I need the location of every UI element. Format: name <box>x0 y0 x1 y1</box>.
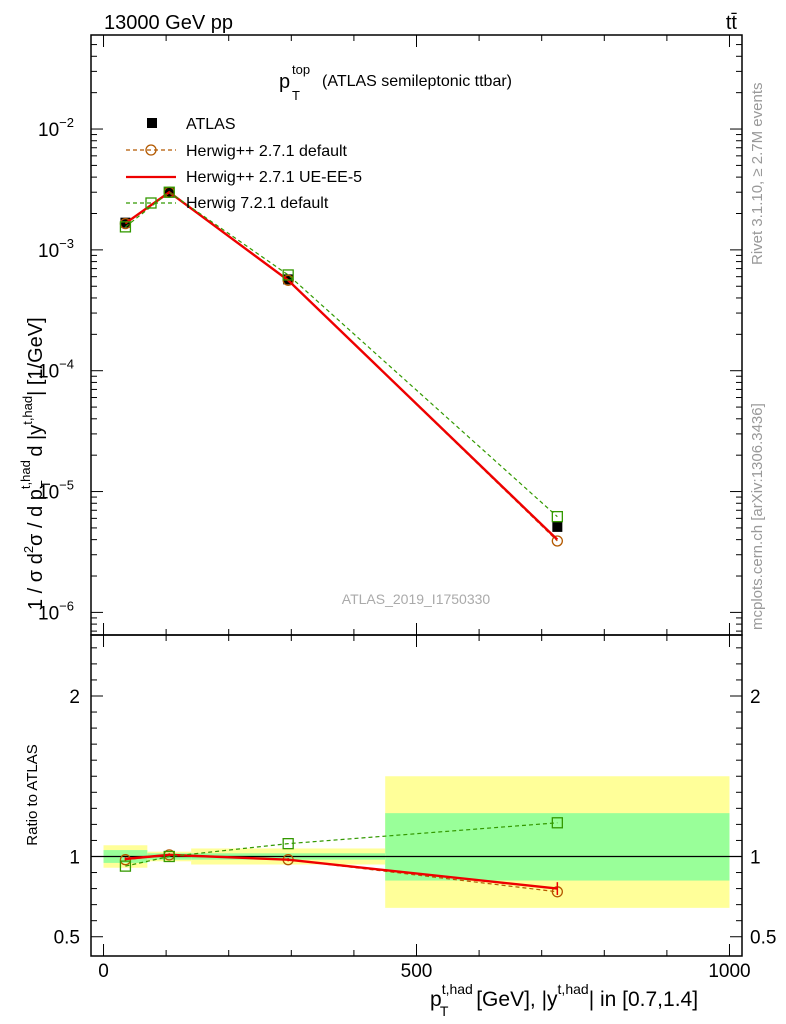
herwig-7-2-1-default-ratio-point <box>282 838 294 850</box>
lower-ticks: 0.5 0.5 1 1 2 2 <box>54 635 776 956</box>
lower-y-tick-label-right: 0.5 <box>750 928 776 949</box>
herwig-7-2-1-default-ratio-point <box>163 850 175 863</box>
legend-entry-atlas: ATLAS <box>147 116 236 133</box>
upper-y-tick-label: 10−3 <box>38 236 74 262</box>
title-main: p <box>279 71 290 93</box>
legend-label-herwigpp-default: Herwig++ 2.7.1 default <box>186 143 348 160</box>
energy-label: 13000 GeV pp <box>104 12 233 34</box>
herwig-2-7-1-ue-ee-5-ratio-line <box>125 853 558 890</box>
title-sub: T <box>292 88 300 103</box>
upper-y-tick-label: 10−5 <box>38 478 74 504</box>
legend-entry-herwigpp-ueee5: Herwig++ 2.7.1 UE-EE-5 <box>126 169 362 186</box>
herwig-7-2-1-default-ratio-point <box>551 817 563 829</box>
herwig-7-2-1-default-point <box>282 269 294 281</box>
plot-title: p top T (ATLAS semileptonic ttbar) <box>279 62 512 103</box>
lower-y-tick-label-right: 2 <box>750 687 761 708</box>
upper-ylabel: 1 / σ d2σ / d pt,had T d |yt,had| [1/GeV] <box>18 317 53 610</box>
herwig-7-2-1-default-ratio-line <box>125 822 558 867</box>
lower-y-tick-label: 1 <box>69 847 80 868</box>
lower-panel: 0.5 0.5 1 1 2 2 Ratio to ATLAS <box>24 634 776 957</box>
legend-label-herwigpp-ueee5: Herwig++ 2.7.1 UE-EE-5 <box>186 169 362 186</box>
herwig-2-7-1-default-ratio-point <box>119 854 132 866</box>
upper-panel: 10−6 10−5 10−4 10−3 10−2 p top T (ATLAS semi… <box>18 34 743 636</box>
upper-ticks: 10−6 10−5 10−4 10−3 10−2 <box>38 34 742 635</box>
lower-y-tick-label: 2 <box>69 687 80 708</box>
lower-series <box>119 817 563 898</box>
legend-entry-herwig7-default: Herwig 7.2.1 default <box>126 195 329 212</box>
upper-y-tick-label: 10−4 <box>38 357 74 383</box>
legend: ATLAS Herwig++ 2.7.1 default Herwig++ 2.… <box>126 116 362 212</box>
herwig-7-2-1-default-point <box>163 186 175 198</box>
legend-entry-herwigpp-default: Herwig++ 2.7.1 default <box>126 143 348 160</box>
atlas-point <box>552 521 563 532</box>
rivet-label: Rivet 3.1.10, ≥ 2.7M events <box>749 83 766 266</box>
x-tick-label: 1000 <box>708 961 750 982</box>
x-tick-label: 500 <box>401 961 433 982</box>
herwig-7-2-1-default-line <box>125 191 558 518</box>
herwig-7-2-1-default-point <box>551 510 563 523</box>
legend-marker-herwigpp-default <box>145 144 157 156</box>
legend-marker-herwig7-default <box>145 197 157 209</box>
mcplots-label: mcplots.cern.ch [arXiv:1306.3436] <box>749 403 766 630</box>
herwig-7-2-1-default-point <box>119 221 132 233</box>
title-sup: top <box>292 62 310 77</box>
herwig-2-7-1-default-point <box>551 535 563 547</box>
xlabel: pt,had T [GeV], |yt,had| in [0.7,1.4] <box>430 981 698 1019</box>
upper-y-tick-label: 10−2 <box>38 115 74 141</box>
herwig-2-7-1-default-line <box>125 191 558 542</box>
upper-y-tick-label: 10−6 <box>38 598 74 624</box>
x-tick-labels: 0 500 1000 <box>98 961 750 982</box>
x-tick-label: 0 <box>98 961 109 982</box>
herwig-7-2-1-default-ratio-point <box>119 860 132 872</box>
lower-bands <box>91 776 742 908</box>
lower-y-tick-label: 0.5 <box>54 928 80 949</box>
legend-label-herwig7-default: Herwig 7.2.1 default <box>186 195 329 212</box>
lower-y-tick-label-right: 1 <box>750 847 761 868</box>
upper-series <box>119 186 563 547</box>
lower-ylabel: Ratio to ATLAS <box>24 744 41 845</box>
legend-marker-atlas <box>147 118 157 128</box>
data-band-inner <box>385 813 730 881</box>
herwig-2-7-1-ue-ee-5-line <box>124 190 559 541</box>
title-rest: (ATLAS semileptonic ttbar) <box>322 73 512 90</box>
process-label: tt̄ <box>726 12 738 34</box>
analysis-id: ATLAS_2019_I1750330 <box>342 591 491 607</box>
legend-label-atlas: ATLAS <box>186 116 236 133</box>
